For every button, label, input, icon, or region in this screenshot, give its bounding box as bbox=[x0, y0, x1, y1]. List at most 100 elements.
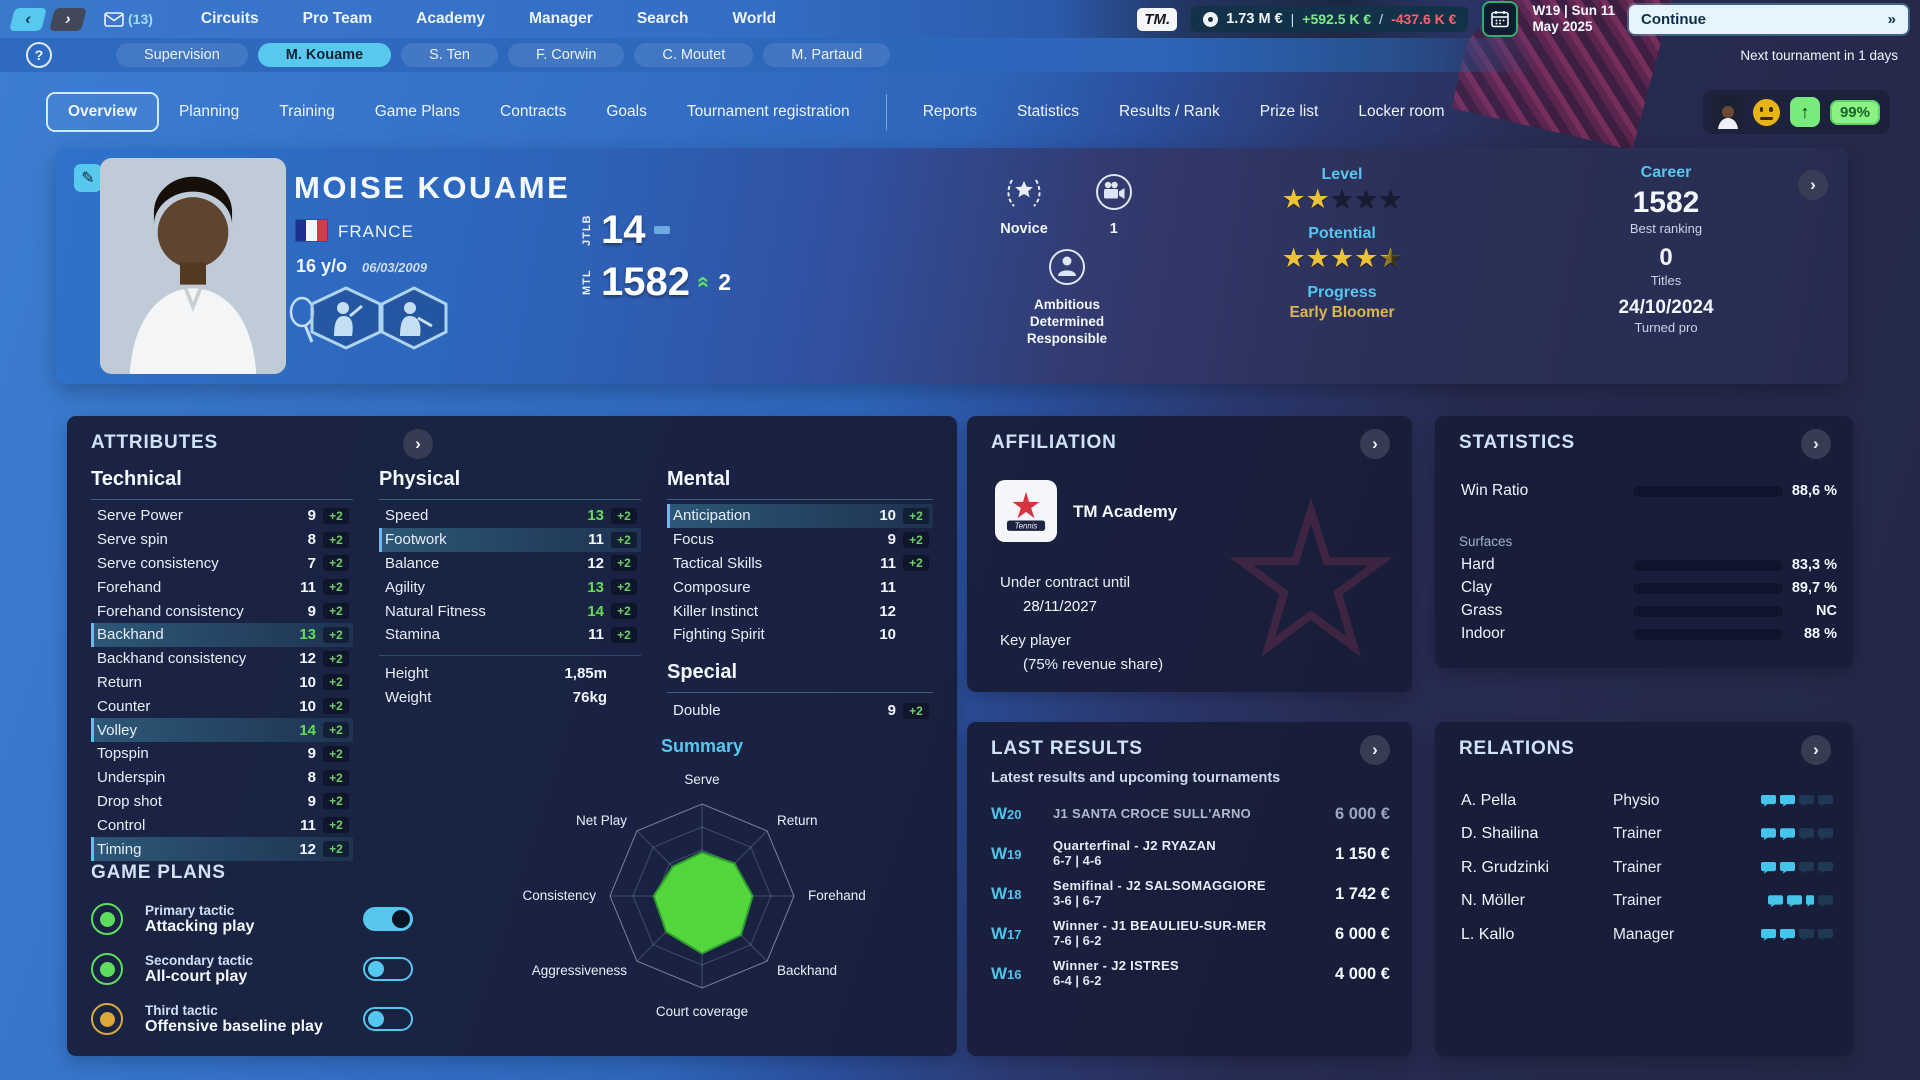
surface-row-clay: Clay 89,7 % bbox=[1457, 579, 1837, 597]
squad-item-supervision[interactable]: Supervision bbox=[116, 43, 248, 67]
contract-date: 28/11/2027 bbox=[1023, 598, 1097, 615]
relation-row-l-kallo[interactable]: L. Kallo Manager bbox=[1435, 918, 1853, 952]
tab-tournament-registration[interactable]: Tournament registration bbox=[686, 103, 850, 120]
squad-item-s-ten[interactable]: S. Ten bbox=[401, 43, 498, 67]
career-chevron-button[interactable]: › bbox=[1798, 170, 1828, 200]
relations-chevron-button[interactable]: › bbox=[1801, 735, 1831, 765]
next-tournament-note: Next tournament in 1 days bbox=[1740, 47, 1898, 63]
attribute-bonus-badge: +2 bbox=[611, 603, 637, 620]
surface-row-indoor: Indoor 88 % bbox=[1457, 625, 1837, 643]
chat-bubble-icon bbox=[1799, 861, 1814, 874]
squad-item-f-corwin[interactable]: F. Corwin bbox=[507, 43, 625, 67]
menu-item-search[interactable]: Search bbox=[636, 10, 689, 27]
menu-item-manager[interactable]: Manager bbox=[529, 10, 593, 27]
result-row-w16[interactable]: W16 Winner - J2 ISTRES 6-4 | 6-2 4 000 € bbox=[967, 954, 1412, 994]
menu-item-academy[interactable]: Academy bbox=[416, 10, 486, 27]
attribute-bonus-badge: +2 bbox=[323, 722, 349, 739]
continue-button[interactable]: Continue » bbox=[1629, 4, 1908, 34]
game-plans-chevron-button[interactable]: › bbox=[403, 429, 433, 459]
attribute-label: Tactical Skills bbox=[673, 554, 763, 572]
attribute-bonus-badge: +2 bbox=[323, 579, 349, 596]
attributes-title: ATTRIBUTES bbox=[91, 432, 218, 453]
tab-statistics[interactable]: Statistics bbox=[1016, 103, 1079, 120]
nav-back-button[interactable]: ‹ bbox=[9, 7, 47, 31]
help-button[interactable]: ? bbox=[26, 42, 52, 68]
star-icon: ★ bbox=[1378, 243, 1403, 273]
rank-up-icon: « bbox=[692, 275, 718, 289]
player-avatar[interactable] bbox=[1712, 95, 1743, 129]
result-week-number: 16 bbox=[1007, 967, 1022, 982]
last-results-panel: LAST RESULTS › Latest results and upcomi… bbox=[967, 722, 1412, 1056]
result-week-prefix: W bbox=[991, 884, 1008, 903]
relation-row-d-shailina[interactable]: D. Shailina Trainer bbox=[1435, 818, 1853, 852]
attribute-row-underspin: Underspin 8 +2 bbox=[91, 766, 353, 790]
last-results-chevron-button[interactable]: › bbox=[1360, 735, 1390, 765]
tactic-toggle[interactable] bbox=[363, 1007, 413, 1031]
relation-row-n-m-ller[interactable]: N. Möller Trainer bbox=[1435, 885, 1853, 919]
result-row-w19[interactable]: W19 Quarterfinal - J2 RYAZAN 6-7 | 4-6 1 15… bbox=[967, 834, 1412, 874]
result-row-w18[interactable]: W18 Semifinal - J2 SALSOMAGGIORE 3-6 | 6-7… bbox=[967, 874, 1412, 914]
star-icon: ★ bbox=[1281, 184, 1306, 214]
tab-reports[interactable]: Reports bbox=[922, 103, 977, 120]
finance-summary[interactable]: 1.73 M € | +592.5 K € / -437.6 K € bbox=[1191, 6, 1469, 32]
last-results-title: LAST RESULTS bbox=[991, 738, 1143, 759]
tab-planning[interactable]: Planning bbox=[178, 103, 240, 120]
reputation-label: Novice bbox=[1000, 221, 1048, 237]
balance-value: 1.73 M € bbox=[1226, 11, 1283, 27]
progress-label: Progress bbox=[1307, 284, 1377, 301]
emoji-eye bbox=[1759, 106, 1764, 112]
tactic-toggle[interactable] bbox=[363, 907, 413, 931]
result-week: W18 bbox=[991, 884, 1053, 904]
relation-row-a-pella[interactable]: A. Pella Physio bbox=[1435, 784, 1853, 818]
best-ranking-value: 1582 bbox=[1632, 186, 1700, 219]
star-icon: ★ bbox=[1354, 243, 1379, 273]
tactic-toggle[interactable] bbox=[363, 957, 413, 981]
tab-overview[interactable]: Overview bbox=[46, 92, 159, 132]
attribute-bonus-badge: +2 bbox=[323, 626, 349, 643]
calendar-button[interactable] bbox=[1482, 1, 1519, 37]
edit-player-button[interactable]: ✎ bbox=[74, 164, 102, 192]
menu-item-pro-team[interactable]: Pro Team bbox=[301, 1, 375, 41]
tab-goals[interactable]: Goals bbox=[606, 103, 647, 120]
chat-bubble-icon bbox=[1787, 895, 1802, 908]
win-ratio-bar bbox=[1633, 485, 1783, 497]
relation-name: L. Kallo bbox=[1461, 925, 1515, 943]
attribute-row-fighting-spirit: Fighting Spirit 10 bbox=[667, 623, 933, 647]
affiliation-chevron-button[interactable]: › bbox=[1360, 429, 1390, 459]
relation-row-r-grudzinki[interactable]: R. Grudzinki Trainer bbox=[1435, 851, 1853, 885]
attribute-value: 7 bbox=[307, 554, 316, 572]
attribute-label: Serve consistency bbox=[97, 554, 219, 572]
tab-prize-list[interactable]: Prize list bbox=[1259, 103, 1319, 120]
result-row-w20[interactable]: W20 J1 SANTA CROCE SULL'ARNO 6 000 € bbox=[967, 794, 1412, 834]
summary-title: Summary bbox=[660, 736, 744, 756]
attribute-label: Drop shot bbox=[97, 792, 163, 810]
attribute-label: Composure bbox=[673, 578, 751, 596]
result-row-w17[interactable]: W17 Winner - J1 BEAULIEU-SUR-MER 7-6 | 6-2… bbox=[967, 914, 1412, 954]
tab-locker-room[interactable]: Locker room bbox=[1358, 103, 1445, 120]
squad-item-c-moutet[interactable]: C. Moutet bbox=[634, 43, 754, 67]
inbox-button[interactable]: (13) bbox=[104, 11, 153, 27]
squad-item-m-kouame[interactable]: M. Kouame bbox=[257, 43, 392, 67]
level-stars: ★★★★★ bbox=[1242, 186, 1442, 213]
money-icon bbox=[1203, 11, 1219, 27]
tab-contracts[interactable]: Contracts bbox=[500, 103, 567, 120]
player-photo bbox=[100, 158, 286, 374]
surface-row-hard: Hard 83,3 % bbox=[1457, 556, 1837, 574]
progress-value: Early Bloomer bbox=[1289, 304, 1395, 321]
statistics-chevron-button[interactable]: › bbox=[1801, 429, 1831, 459]
chat-bubble-icon bbox=[1818, 928, 1833, 941]
nav-forward-button[interactable]: › bbox=[49, 7, 87, 31]
technical-column: Technical Serve Power 9 +2 Serve spin 8 +2 Ser… bbox=[91, 468, 353, 861]
relations-panel: RELATIONS › A. Pella Physio D. Shailina Tra… bbox=[1435, 722, 1853, 1056]
attribute-value: 13 bbox=[299, 626, 316, 644]
result-score: 3-6 | 6-7 bbox=[1053, 893, 1102, 908]
tab-game-plans[interactable]: Game Plans bbox=[374, 103, 460, 120]
tab-results-rank[interactable]: Results / Rank bbox=[1118, 103, 1220, 120]
tactic-dot-inner bbox=[99, 961, 115, 977]
menu-item-circuits[interactable]: Circuits bbox=[200, 10, 259, 27]
menu-item-world[interactable]: World bbox=[732, 10, 777, 27]
squad-item-m-partaud[interactable]: M. Partaud bbox=[763, 43, 891, 67]
attribute-bonus-badge: +2 bbox=[323, 769, 349, 786]
tab-training[interactable]: Training bbox=[279, 103, 335, 120]
rank-up-button[interactable]: ↑ bbox=[1789, 97, 1820, 127]
